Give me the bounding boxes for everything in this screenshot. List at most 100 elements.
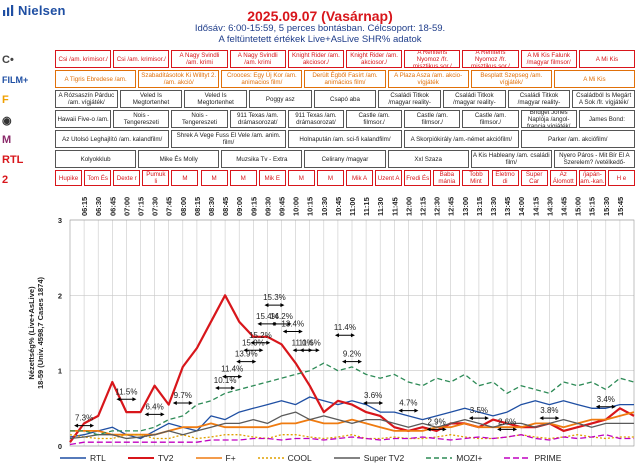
- legend-swatch: [333, 457, 360, 459]
- program-cell: Knight Rider /am. akciosor./: [287, 50, 344, 68]
- legend-item: F+: [195, 452, 236, 464]
- annotation-arrowhead: [90, 423, 95, 428]
- x-tick-label: 15:00: [574, 197, 583, 216]
- y-axis-label: Nézettség% (Live+AsLive)18-59 (Univ. 459…: [27, 276, 45, 389]
- annotation-arrowhead: [611, 404, 616, 409]
- x-tick-label: 12:15: [419, 197, 428, 216]
- program-cell: A Renitens Nyomoz /fr. misztikus sor./: [462, 50, 519, 68]
- annotation-arrowhead: [238, 374, 243, 379]
- x-tick-label: 12:45: [447, 197, 456, 216]
- annotation-arrowhead: [426, 427, 431, 432]
- annotation-arrowhead: [299, 348, 304, 353]
- annotation-arrowhead: [497, 427, 502, 432]
- program-cell: H e: [607, 170, 635, 186]
- program-cell: Az Utolsó Leghajlító /am. kalandfilm/: [55, 130, 170, 148]
- program-cell: Poggy asz: [249, 90, 312, 108]
- legend-label: PRIME: [534, 453, 562, 463]
- rtl-logo-icon: C•: [2, 54, 14, 66]
- x-tick-label: 06:15: [80, 197, 89, 216]
- x-tick-label: 11:00: [348, 197, 357, 216]
- program-cell: Családból Is Megárt A Sok /fr. vígjáték/: [572, 90, 635, 108]
- annotation-arrowhead: [257, 321, 262, 326]
- x-tick-label: 08:30: [207, 197, 216, 216]
- super-tv2-logo-icon: M: [2, 134, 12, 146]
- x-tick-label: 09:00: [235, 197, 244, 216]
- program-cell: A Renitens Nyomoz /fr. misztikus sor./: [404, 50, 461, 68]
- data-label: 15.2%: [249, 331, 272, 340]
- x-tick-label: 11:45: [390, 197, 399, 216]
- program-cell: Super Car: [520, 170, 548, 186]
- annotation-arrowhead: [132, 397, 137, 402]
- annotation-arrowhead: [363, 401, 368, 406]
- x-tick-label: 15:15: [588, 197, 597, 216]
- program-cell: A Skorpiókirály /am.-német akciófilm/: [404, 130, 519, 148]
- legend-label: TV2: [157, 453, 174, 463]
- legend-swatch: [257, 457, 284, 459]
- annotation-arrowhead: [315, 348, 320, 353]
- y-tick-label: 0: [58, 442, 62, 451]
- program-cell: Mik A: [346, 170, 374, 186]
- program-cell: Mik E: [258, 170, 286, 186]
- data-label: 2.9%: [427, 417, 445, 426]
- legend-item: PRIME: [504, 452, 561, 464]
- series-line-super-tv2: [69, 411, 634, 440]
- x-tick-label: 07:45: [165, 197, 174, 216]
- data-label: 3.5%: [470, 406, 488, 415]
- annotation-arrowhead: [350, 333, 355, 338]
- annotation-arrowhead: [116, 397, 121, 402]
- program-cell: Veled Is Megtortenhet: [119, 90, 183, 108]
- x-tick-label: 12:30: [433, 197, 442, 216]
- annotation-arrowhead: [468, 416, 473, 421]
- x-tick-label: 13:15: [475, 197, 484, 216]
- x-tick-label: 07:00: [122, 197, 131, 216]
- annotation-arrowhead: [252, 359, 257, 364]
- program-cell: Tom És: [84, 170, 112, 186]
- legend-swatch: [426, 457, 453, 459]
- data-label: 2.6%: [498, 417, 516, 426]
- program-cell: Dexte r: [113, 170, 141, 186]
- annotation-arrowhead: [513, 427, 518, 432]
- x-tick-label: 09:30: [263, 197, 272, 216]
- x-tick-label: 12:00: [404, 197, 413, 216]
- data-label: 11.4%: [221, 365, 243, 374]
- data-label: 3.6%: [364, 391, 382, 400]
- annotation-arrowhead: [292, 348, 297, 353]
- program-cell: Derült Égből Fasírt /am. animácios film/: [304, 70, 386, 88]
- program-cell: Kolyokklub: [55, 150, 137, 168]
- program-cell: M: [287, 170, 315, 186]
- data-label: 15.3%: [263, 293, 286, 302]
- x-tick-label: 13:45: [503, 197, 512, 216]
- annotation-arrowhead: [231, 385, 236, 390]
- share-line-chart: 06:15 06:30 06:45 07:00 07:15 07:30 07:45 08:00…: [27, 197, 635, 451]
- program-cell: Besplatt Szepseg /am. vígjáték/: [470, 70, 552, 88]
- y-tick-label: 2: [58, 291, 62, 300]
- program-cell: Csi /am. krimisor./: [113, 50, 170, 68]
- program-cell: Castle /am. filmsor./: [346, 110, 403, 128]
- program-cell: Shrek A Vege Fuss El Vele /am. anim. fil…: [171, 130, 286, 148]
- x-tick-label: 10:30: [320, 197, 329, 216]
- program-cell: A Nagy Svindli /am. krimi: [171, 50, 228, 68]
- x-tick-label: 06:30: [94, 197, 103, 216]
- x-tick-label: 14:30: [545, 197, 554, 216]
- prime-logo-icon: 2: [2, 174, 9, 186]
- program-cell: Castle /am. filmsor./: [462, 110, 519, 128]
- x-tick-label: 09:45: [278, 197, 287, 216]
- program-cell: Crooces: Egy Új Kor /am. animacios film/: [221, 70, 303, 88]
- program-cell: Uzent A: [375, 170, 403, 186]
- data-label: 7.3%: [75, 414, 93, 423]
- data-label: 11.0%: [292, 338, 314, 347]
- program-cell: Tobb Mint: [462, 170, 490, 186]
- legend-item: MOZI+: [426, 452, 482, 464]
- legend-item: TV2: [127, 452, 174, 464]
- series-line-rtl: [69, 396, 634, 440]
- program-cell: A Kis Hableany /am. családi film/: [470, 150, 552, 168]
- nielsen-logo: Nielsen: [2, 2, 66, 18]
- x-tick-label: 13:30: [489, 197, 498, 216]
- legend-label: COOL: [287, 453, 312, 463]
- x-tick-label: 08:15: [193, 197, 202, 216]
- program-cell: Holnapután /am. sci-fi kalandfilm/: [287, 130, 403, 148]
- program-cell: M: [200, 170, 228, 186]
- x-tick-label: 13:00: [461, 197, 470, 216]
- legend-item: COOL: [257, 452, 312, 464]
- annotation-arrowhead: [215, 385, 220, 390]
